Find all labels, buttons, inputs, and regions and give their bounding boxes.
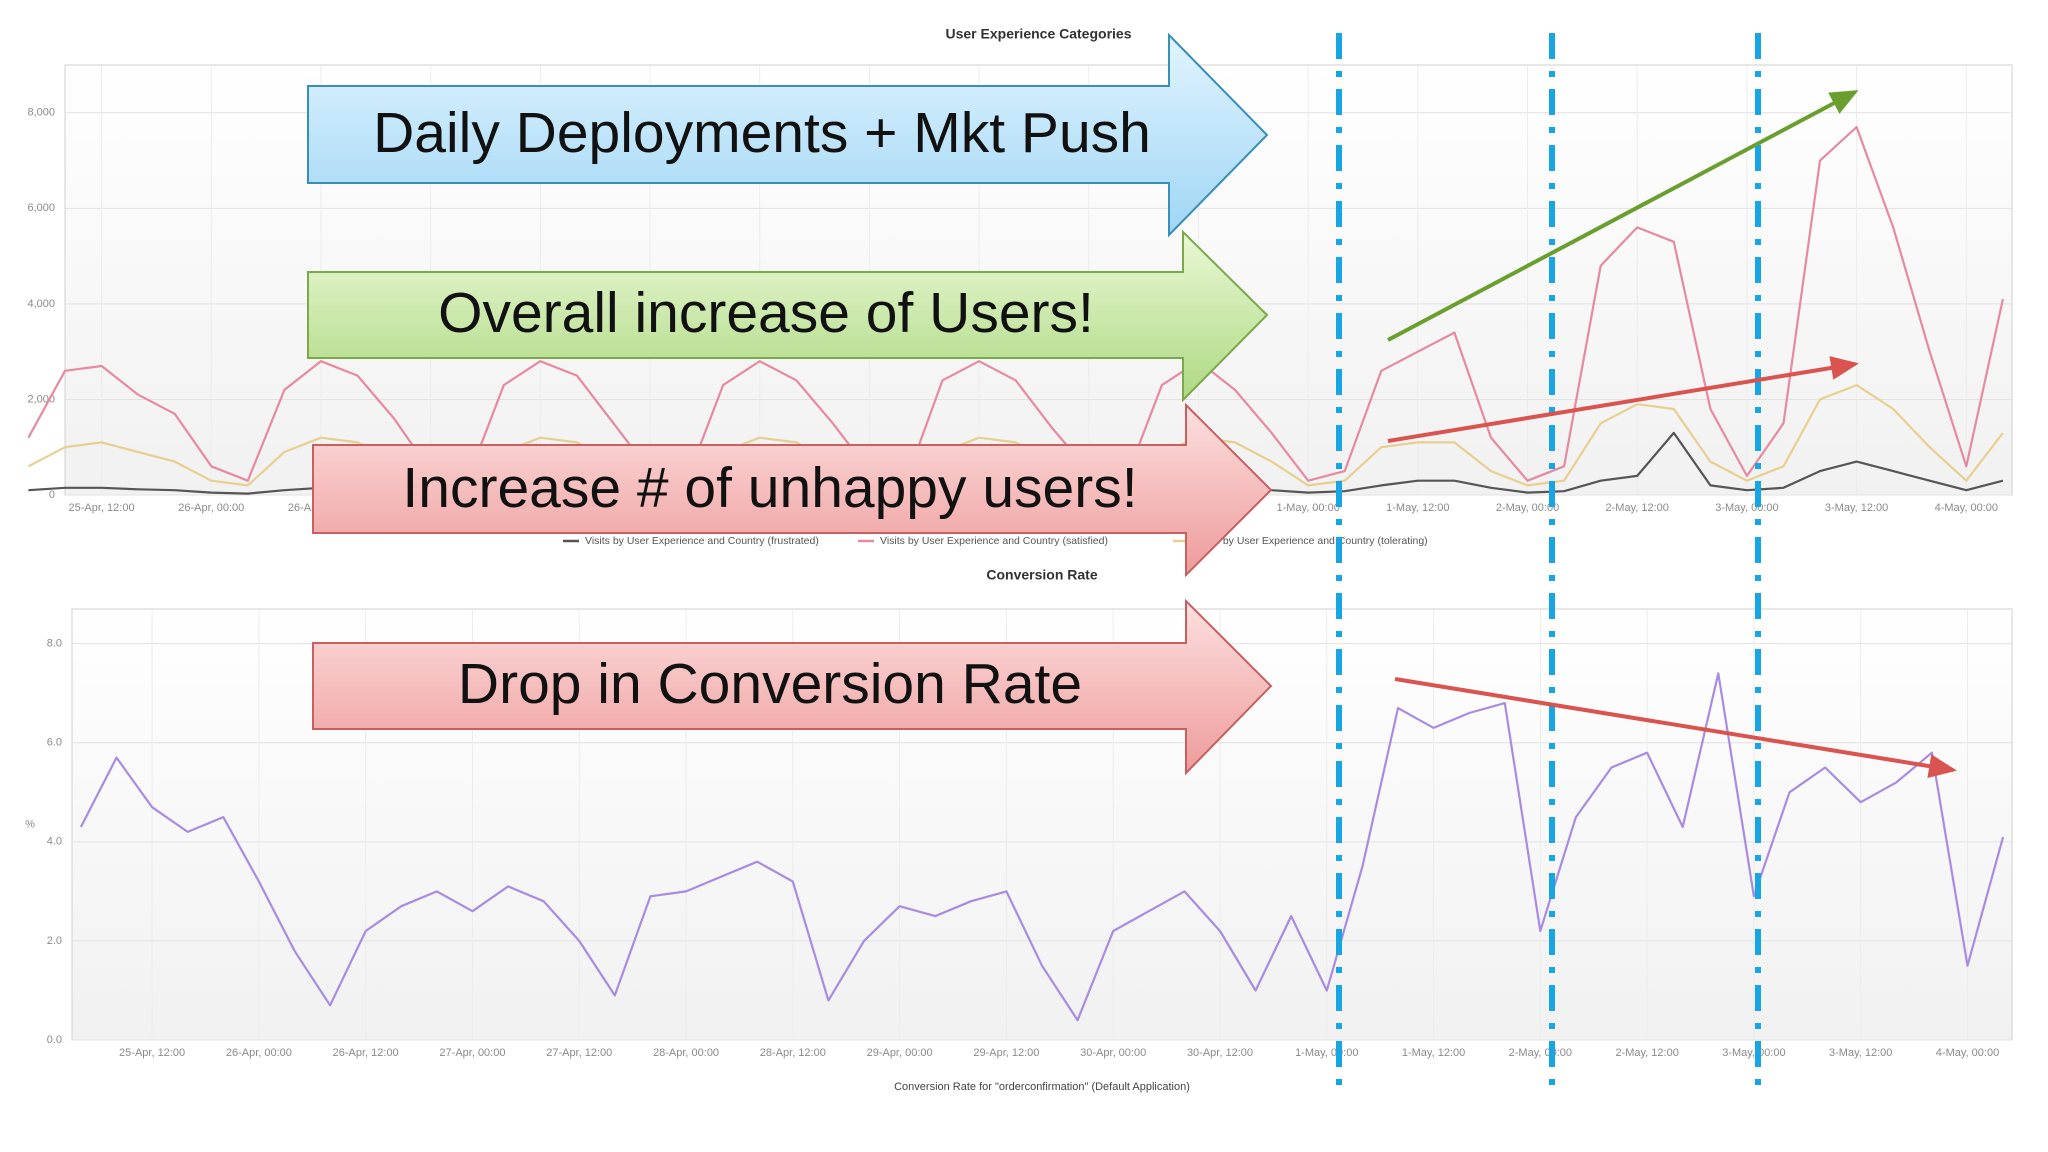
- x-tick-label: 3-May, 00:00: [1722, 1047, 1785, 1059]
- y-axis-label: %: [25, 818, 35, 830]
- y-tick-label: 2.0: [47, 935, 62, 947]
- y-tick-label: 4.0: [47, 836, 62, 848]
- charts: User Experience Categories02,0004,0006,0…: [25, 26, 2013, 1093]
- x-tick-label: 2-May, 12:00: [1606, 502, 1669, 514]
- x-tick-label: 3-May, 12:00: [1825, 502, 1888, 514]
- trend-arrows: [1387, 90, 1957, 778]
- x-tick-label: 2-May, 00:00: [1509, 1047, 1572, 1059]
- x-tick-label: 29-Apr, 00:00: [867, 1047, 933, 1059]
- y-tick-label: 0: [49, 489, 55, 501]
- callout-text: Increase # of unhappy users!: [402, 456, 1137, 520]
- y-tick-label: 6.0: [47, 737, 62, 749]
- x-tick-label: 3-May, 12:00: [1829, 1047, 1892, 1059]
- x-tick-label: 25-Apr, 12:00: [69, 502, 135, 514]
- x-tick-label: 28-Apr, 00:00: [653, 1047, 719, 1059]
- x-tick-label: 4-May, 00:00: [1935, 502, 1998, 514]
- x-tick-label: 4-May, 00:00: [1936, 1047, 1999, 1059]
- x-tick-label: 30-Apr, 12:00: [1187, 1047, 1253, 1059]
- callout-text: Overall increase of Users!: [438, 281, 1094, 345]
- x-tick-label: 1-May, 12:00: [1402, 1047, 1465, 1059]
- y-tick-label: 0.0: [47, 1034, 62, 1046]
- chart-title: User Experience Categories: [946, 26, 1132, 42]
- trend-arrow: [1394, 677, 1957, 778]
- x-tick-label: 30-Apr, 00:00: [1080, 1047, 1146, 1059]
- legend-label: Visits by User Experience and Country (f…: [585, 535, 819, 547]
- x-tick-label: 29-Apr, 12:00: [973, 1047, 1039, 1059]
- trend-arrow: [1387, 90, 1859, 342]
- x-tick-label: 27-Apr, 12:00: [546, 1047, 612, 1059]
- annotations: Daily Deployments + Mkt Push Overall inc…: [307, 32, 1273, 776]
- x-tick-label: 25-Apr, 12:00: [119, 1047, 185, 1059]
- x-tick-label: 1-May, 12:00: [1386, 502, 1449, 514]
- chart-title: Conversion Rate: [986, 567, 1097, 583]
- x-tick-label: 2-May, 12:00: [1615, 1047, 1678, 1059]
- x-tick-label: 26-Apr, 00:00: [178, 502, 244, 514]
- x-axis-label: Conversion Rate for "orderconfirmation" …: [894, 1081, 1190, 1093]
- callout-text: Daily Deployments + Mkt Push: [373, 101, 1151, 165]
- callout-arrow: [312, 402, 1273, 578]
- legend-label: Visits by User Experience and Country (t…: [1195, 535, 1428, 547]
- y-tick-label: 8.0: [47, 638, 62, 650]
- x-tick-label: 3-May, 00:00: [1715, 502, 1778, 514]
- y-tick-label: 4,000: [27, 298, 55, 310]
- callout-arrow: [307, 229, 1269, 403]
- x-tick-label: 26-Apr, 00:00: [226, 1047, 292, 1059]
- callout-arrow: [312, 598, 1273, 776]
- x-tick-label: 26-Apr, 12:00: [333, 1047, 399, 1059]
- y-tick-label: 8,000: [27, 107, 55, 119]
- x-tick-label: 1-May, 00:00: [1276, 502, 1339, 514]
- series-line: [79, 672, 2005, 1022]
- x-tick-label: 2-May, 00:00: [1496, 502, 1559, 514]
- series-line: [27, 384, 2004, 487]
- x-tick-label: 27-Apr, 00:00: [439, 1047, 505, 1059]
- x-tick-label: 1-May, 00:00: [1295, 1047, 1358, 1059]
- series-line: [27, 126, 2004, 482]
- x-tick-label: 28-Apr, 12:00: [760, 1047, 826, 1059]
- deployment-markers: [1336, 33, 1761, 1090]
- y-tick-label: 6,000: [27, 202, 55, 214]
- trend-arrow: [1387, 356, 1859, 443]
- callout-text: Drop in Conversion Rate: [458, 652, 1082, 716]
- callout-arrow: [307, 32, 1269, 238]
- legend-label: Visits by User Experience and Country (s…: [880, 535, 1108, 547]
